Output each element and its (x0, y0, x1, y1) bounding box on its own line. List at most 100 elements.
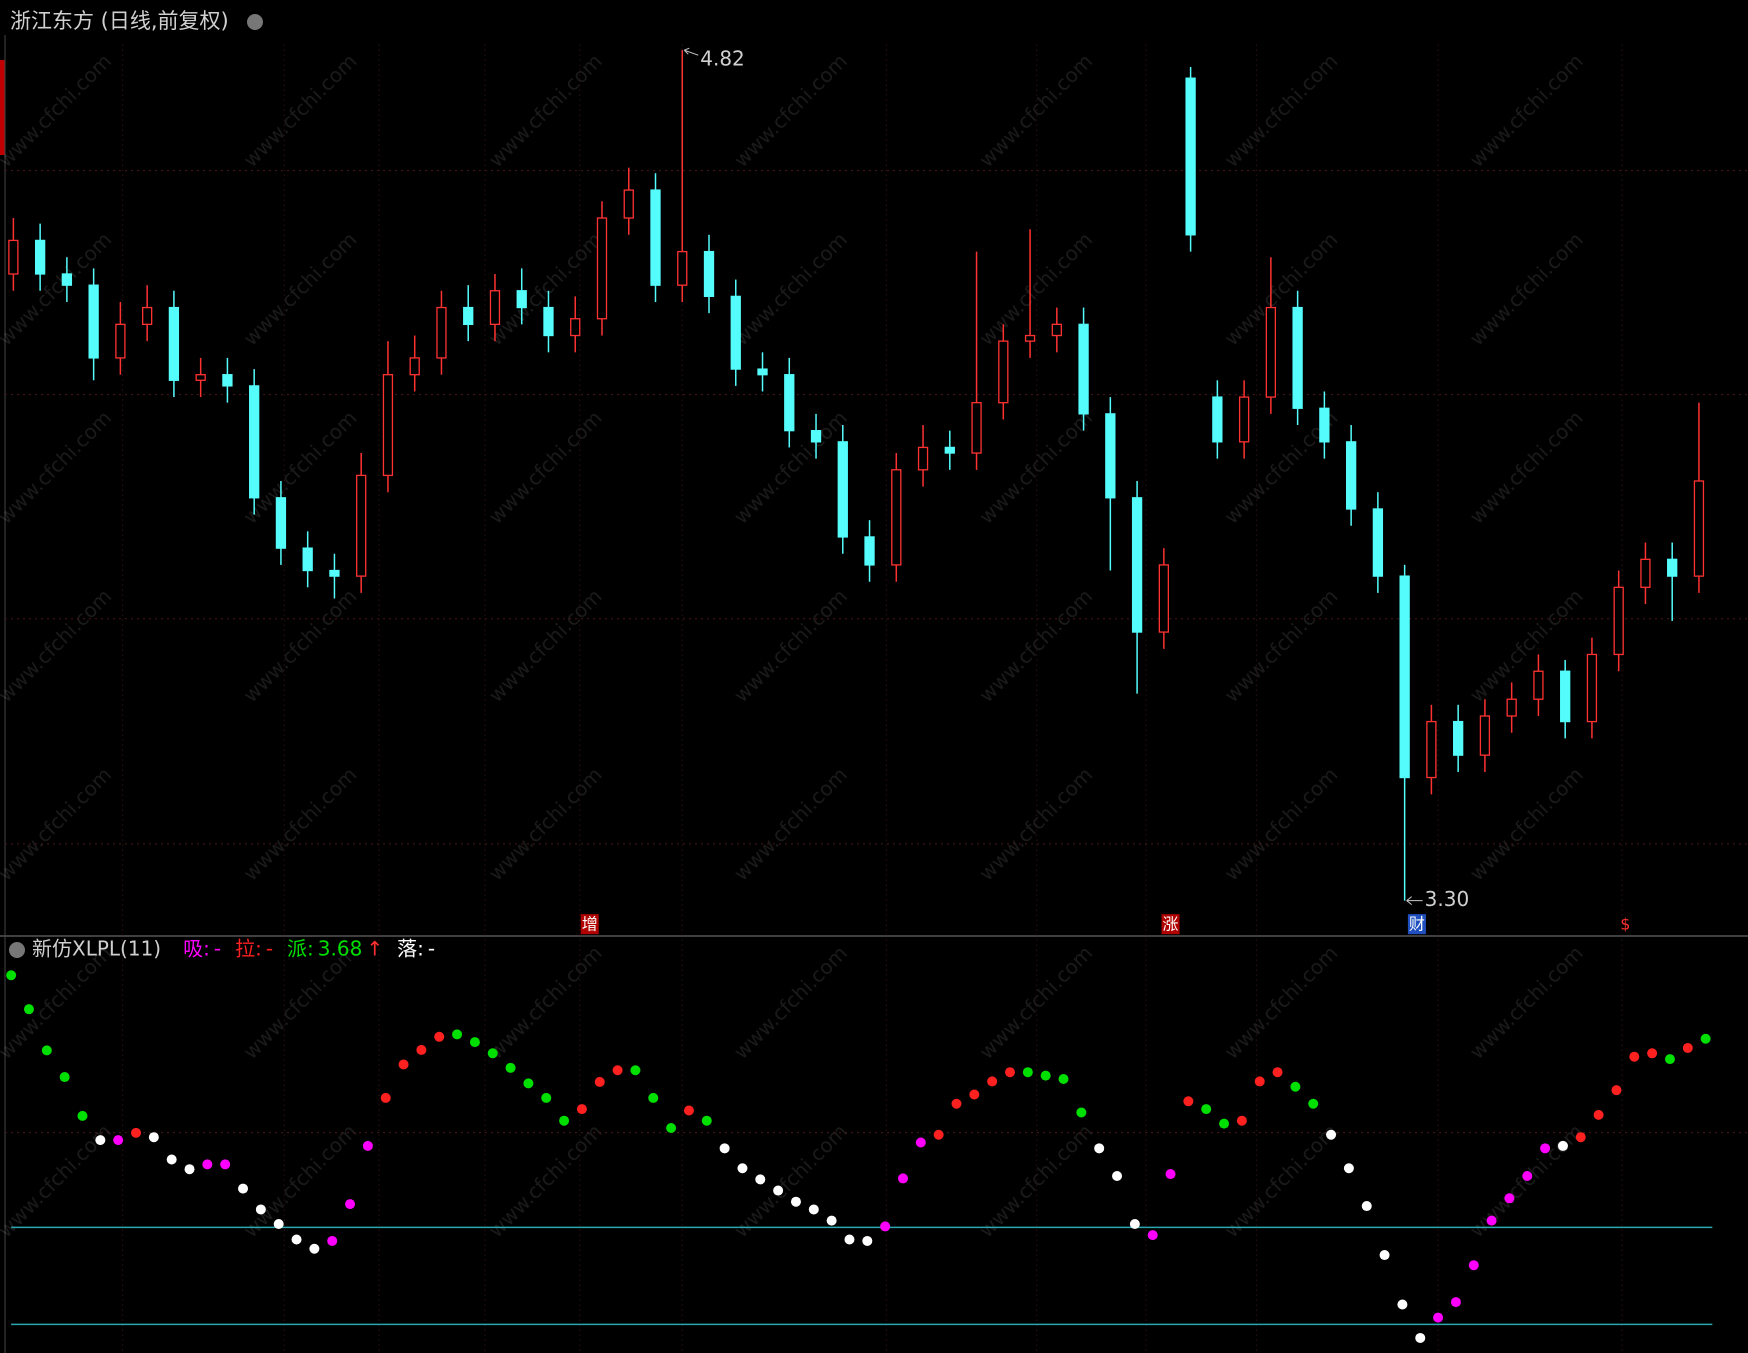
candle-body (1667, 558, 1678, 577)
candle-body (463, 306, 474, 325)
indicator-dot (897, 1173, 908, 1184)
indicator-dot (41, 1045, 52, 1056)
indicator-dot (1415, 1332, 1426, 1343)
indicator-dot (131, 1127, 142, 1138)
candle-body (8, 239, 19, 275)
indicator-dot (1540, 1143, 1551, 1154)
indicator-dot (880, 1221, 891, 1232)
indicator-dot (59, 1072, 70, 1083)
indicator-dot (1183, 1096, 1194, 1107)
candle-body (115, 323, 126, 359)
legend-text: 拉: (235, 937, 262, 961)
indicator-dot (1005, 1067, 1016, 1078)
candle-body (543, 306, 554, 337)
candle-body (570, 318, 581, 337)
title-icon[interactable] (247, 14, 263, 30)
candle-body (168, 306, 180, 381)
legend-text: 3.68 (318, 937, 363, 961)
indicator-dot (238, 1183, 249, 1194)
indicator-dot (915, 1137, 926, 1148)
indicator-dot (505, 1062, 516, 1073)
candle-body (596, 217, 608, 320)
indicator-dot (559, 1115, 570, 1126)
candle-body (1105, 413, 1116, 499)
indicator-dot (1682, 1042, 1693, 1053)
indicator-dot (612, 1065, 623, 1076)
event-box (1161, 914, 1180, 935)
indicator-dot (1040, 1070, 1051, 1081)
indicator-dot (202, 1159, 213, 1170)
indicator-dot (808, 1204, 819, 1215)
grid (5, 44, 1748, 1353)
indicator-dot (452, 1029, 463, 1040)
legend-text: ↑ (366, 937, 383, 961)
indicator-dot (648, 1092, 659, 1103)
candle-body (1560, 670, 1571, 723)
candle-body (1533, 670, 1544, 700)
candle-body (730, 295, 741, 370)
indicator-dot (1094, 1143, 1105, 1154)
candle-body (249, 385, 260, 499)
indicator-dot (755, 1174, 766, 1185)
indicator-dot (398, 1059, 409, 1070)
indicator-dot (1236, 1115, 1247, 1126)
indicator-dot (327, 1235, 338, 1246)
indicator-dot (933, 1129, 944, 1140)
indicator-dot (773, 1185, 784, 1196)
candle-body (222, 374, 233, 387)
candle-body (1372, 508, 1384, 577)
candle-body (810, 429, 822, 443)
indicator-dot (844, 1234, 855, 1245)
candle-body (944, 446, 955, 454)
candle-body (1693, 480, 1705, 577)
candle-body (1158, 564, 1169, 633)
legend-text: - (266, 937, 273, 961)
candle-body (1024, 334, 1036, 342)
indicator-dot (1433, 1312, 1444, 1323)
indicator-dot (220, 1159, 231, 1170)
candle-body (1399, 575, 1410, 779)
candle-body (489, 290, 501, 325)
indicator-dot (719, 1143, 730, 1154)
marks: 4.823.30增涨财 $新仿XLPL(11) 吸: - 拉: - 派: 3.68 ↑ 落: - (6, 47, 1713, 1343)
candle-body (1051, 323, 1062, 337)
candle-body (302, 547, 313, 572)
event-box (1407, 914, 1426, 935)
legend-text: 落: (397, 937, 424, 961)
event-box (580, 914, 599, 935)
indicator-dot (309, 1243, 320, 1254)
indicator-dot (1629, 1051, 1640, 1062)
candle-body (436, 306, 447, 359)
candle-body (1292, 306, 1303, 409)
candle-body (516, 290, 527, 309)
event-label: 财 (1409, 915, 1425, 934)
indicator-dot (1272, 1067, 1283, 1078)
indicator-dot (1290, 1081, 1301, 1092)
indicator-dot (1468, 1260, 1479, 1271)
candle-body (1479, 715, 1491, 756)
candle-body (1426, 720, 1437, 779)
indicator-dot (77, 1110, 88, 1121)
legend-text: 吸: (183, 937, 210, 961)
indicator-dot (951, 1098, 962, 1109)
candle-body (757, 368, 768, 376)
indicator-dot (862, 1235, 873, 1246)
candle-body (864, 536, 875, 566)
indicator-dot (666, 1122, 677, 1133)
indicator-dot (148, 1132, 159, 1143)
candle-body (1185, 77, 1196, 236)
candle-body (1265, 306, 1277, 398)
candle-body (142, 306, 153, 325)
indicator-dot (1664, 1054, 1675, 1065)
indicator-dot (1522, 1170, 1533, 1181)
candle-body (34, 239, 46, 275)
indicator-icon[interactable] (9, 942, 25, 958)
indicator-dot (1201, 1104, 1212, 1115)
candle-body (1212, 396, 1223, 443)
candle-body (409, 357, 420, 376)
indicator-dot (255, 1204, 266, 1215)
indicator-dot (1379, 1250, 1390, 1261)
